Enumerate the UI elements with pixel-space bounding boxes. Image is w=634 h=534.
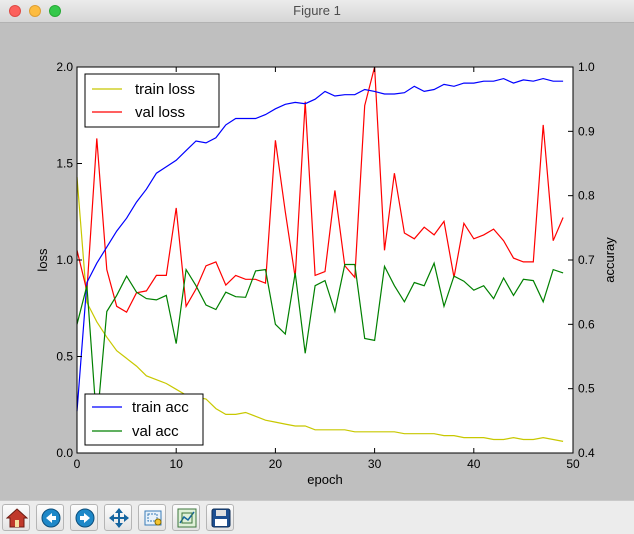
navigation-toolbar	[0, 500, 634, 534]
y-tick-label: 0.0	[56, 446, 73, 460]
series-line-train-loss	[76, 176, 564, 442]
series-lines	[76, 66, 564, 442]
y2-tick-label: 0.7	[578, 253, 595, 267]
legend-acc: train acc val acc	[84, 393, 204, 446]
figure-canvas[interactable]: 0 10 20 30 40 50 0.0 0.5 1.0 1.5 2.0 0.4 0.5 0.6 0.7 0.…	[0, 22, 634, 500]
y-tick-label: 2.0	[56, 60, 73, 74]
x-axis-label: epoch	[307, 472, 342, 487]
y-axis-label: loss	[35, 248, 50, 272]
subplots-icon	[177, 508, 197, 528]
legend-train-loss-label: train loss	[135, 81, 195, 98]
plot-area	[77, 67, 573, 453]
home-icon	[6, 508, 28, 528]
x-tick-label: 0	[74, 457, 81, 471]
y2-tick-label: 1.0	[578, 60, 595, 74]
maximize-window-button[interactable]	[49, 5, 61, 17]
y2-tick-label: 0.6	[578, 317, 595, 331]
title-bar[interactable]: Figure 1	[0, 0, 634, 23]
home-button[interactable]	[2, 504, 30, 531]
configure-subplots-button[interactable]	[172, 504, 200, 531]
y-tick-label: 0.5	[56, 350, 73, 364]
minimize-window-button[interactable]	[29, 5, 41, 17]
close-window-button[interactable]	[9, 5, 21, 17]
y2-tick-label: 0.5	[578, 382, 595, 396]
back-arrow-icon	[41, 508, 61, 528]
x-tick-label: 20	[269, 457, 283, 471]
y-tick-label: 1.0	[56, 253, 73, 267]
x-tick-label: 50	[566, 457, 580, 471]
y-tick-label: 1.5	[56, 157, 73, 171]
legend-loss-box	[84, 73, 220, 128]
legend-val-loss-label: val loss	[135, 104, 185, 121]
window-title: Figure 1	[293, 3, 341, 18]
move-icon	[109, 508, 129, 528]
y2-tick-label: 0.4	[578, 446, 595, 460]
series-line-val-loss	[76, 66, 564, 313]
floppy-disk-icon	[211, 508, 231, 528]
y2-tick-label: 0.9	[578, 124, 595, 138]
axis-ticks: 0 10 20 30 40 50 0.0 0.5 1.0 1.5 2.0 0.4 0.5 0.6 0.7 0.…	[56, 60, 595, 471]
x-tick-label: 10	[170, 457, 184, 471]
legend-loss: train loss val loss	[84, 73, 220, 128]
x-tick-label: 30	[368, 457, 382, 471]
pan-button[interactable]	[104, 504, 132, 531]
series-line-val-acc	[76, 261, 564, 425]
x-tick-label: 40	[467, 457, 481, 471]
zoom-rect-icon	[144, 510, 162, 526]
save-button[interactable]	[206, 504, 234, 531]
y2-axis-label: accuray	[602, 237, 617, 283]
y2-tick-label: 0.8	[578, 189, 595, 203]
legend-val-acc-label: val acc	[132, 423, 179, 440]
legend-acc-box	[84, 393, 204, 446]
zoom-button[interactable]	[138, 504, 166, 531]
forward-arrow-icon	[75, 508, 95, 528]
forward-button[interactable]	[70, 504, 98, 531]
legend-train-acc-label: train acc	[132, 399, 189, 416]
series-line-train-acc	[76, 77, 564, 412]
back-button[interactable]	[36, 504, 64, 531]
